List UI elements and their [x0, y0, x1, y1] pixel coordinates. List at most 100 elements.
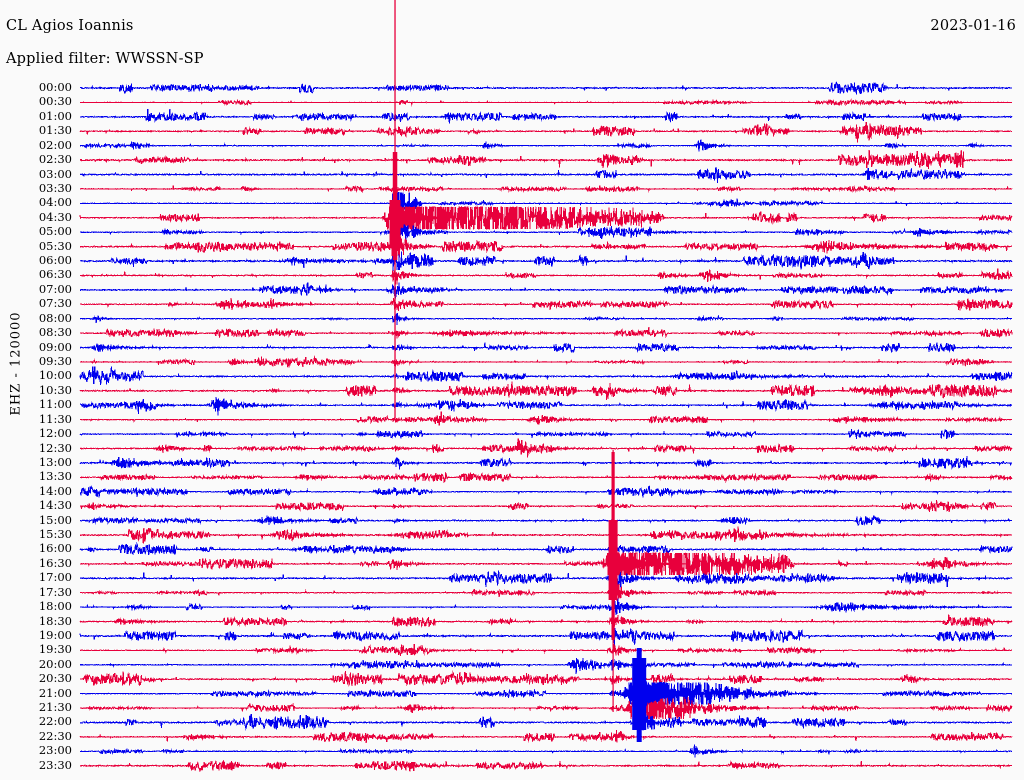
trace-row: [79, 280, 1013, 299]
time-tick-label: 01:00: [38, 108, 72, 123]
event-coda-0430: [398, 205, 456, 231]
time-tick-label: 04:00: [38, 195, 72, 210]
trace-row: [79, 526, 1013, 544]
trace-row: [80, 221, 1013, 244]
time-tick-label: 08:00: [38, 310, 72, 325]
trace-row: [79, 235, 1013, 258]
trace-row: [79, 355, 1013, 368]
trace-row: [79, 185, 1013, 194]
trace-row: [79, 730, 1013, 744]
time-tick-label: 04:30: [38, 209, 72, 224]
page-title: CL Agios Ioannis: [6, 18, 134, 34]
time-tick-label: 17:30: [38, 584, 72, 599]
trace-row: [79, 121, 1013, 143]
trace-row: [79, 167, 1013, 184]
trace-row: [79, 298, 1013, 311]
trace-row: [79, 190, 1013, 215]
time-tick-label: 07:00: [38, 281, 72, 296]
time-tick-label: 03:30: [38, 180, 72, 195]
trace-row: [79, 251, 1013, 271]
trace-row: [79, 98, 1013, 107]
event-coda-2100: [643, 680, 724, 707]
trace-row: [79, 139, 1013, 152]
time-axis-tick-container: 00:00 00:30 01:00 01:30 02:00 02:30 03:00 03:30…: [14, 0, 72, 780]
clipped-event-spike: [389, 200, 401, 248]
time-tick-label: 06:30: [38, 267, 72, 282]
time-tick-label: 00:30: [38, 94, 72, 109]
trace-row: [79, 713, 1013, 732]
trace-row: [80, 696, 1013, 721]
time-tick-label: 18:30: [38, 613, 72, 628]
clipped-event-spike: [608, 520, 618, 600]
trace-row: [79, 108, 1013, 124]
applied-filter-label: Applied filter: WWSSN-SP: [6, 51, 204, 67]
time-tick-label: 13:30: [38, 469, 72, 484]
time-tick-label: 22:30: [38, 728, 72, 743]
time-tick-label: 03:00: [38, 166, 72, 181]
trace-row: [79, 411, 1013, 426]
date-label: 2023-01-16: [930, 18, 1016, 34]
trace-row: [79, 428, 1013, 440]
trace-row: [79, 657, 1013, 674]
trace-row: [79, 312, 1013, 325]
trace-row: [79, 744, 1013, 758]
time-tick-label: 13:00: [38, 454, 72, 469]
time-tick-label: 09:00: [38, 339, 72, 354]
trace-row: [79, 381, 1013, 400]
trace-row: [79, 456, 1013, 470]
time-tick-label: 20:00: [38, 656, 72, 671]
trace-row: [79, 627, 1013, 647]
trace-row: [79, 485, 1013, 498]
time-tick-label: 16:30: [38, 555, 72, 570]
trace-row: [79, 471, 1013, 484]
time-tick-label: 14:30: [38, 498, 72, 513]
time-tick-label: 21:30: [38, 700, 72, 715]
trace-row: [79, 760, 1013, 773]
trace-row: [79, 596, 1013, 616]
time-tick-label: 09:30: [38, 353, 72, 368]
time-tick-label: 11:30: [38, 411, 72, 426]
time-tick-label: 15:00: [38, 512, 72, 527]
time-tick-label: 01:30: [38, 123, 72, 138]
trace-row: [79, 614, 1013, 630]
trace-row: [79, 438, 1013, 458]
time-tick-label: 08:30: [38, 325, 72, 340]
time-tick-label: 17:00: [38, 570, 72, 585]
event-coda-1630: [616, 551, 687, 577]
trace-row: [79, 396, 1013, 416]
trace-row: [79, 681, 1013, 706]
trace-row: [79, 643, 1013, 657]
time-tick-label: 23:30: [38, 757, 72, 772]
trace-row: [79, 581, 1013, 602]
time-tick-label: 16:00: [38, 541, 72, 556]
time-tick-label: 22:00: [38, 714, 72, 729]
trace-row: [79, 550, 1013, 576]
time-tick-label: 20:30: [38, 671, 72, 686]
trace-row: [79, 205, 1013, 230]
trace-row: [79, 567, 1013, 590]
trace-row: [79, 326, 1013, 339]
time-tick-label: 19:00: [38, 627, 72, 642]
trace-row: [79, 670, 1013, 687]
clipped-event-spike: [632, 658, 647, 730]
time-tick-label: 14:00: [38, 483, 72, 498]
time-tick-label: 05:00: [38, 224, 72, 239]
time-tick-label: 02:30: [38, 152, 72, 167]
time-tick-label: 12:30: [38, 440, 72, 455]
time-tick-label: 18:00: [38, 599, 72, 614]
trace-row: [79, 81, 1013, 95]
time-tick-label: 06:00: [38, 253, 72, 268]
time-tick-label: 02:00: [38, 137, 72, 152]
time-tick-label: 21:00: [38, 685, 72, 700]
trace-row: [79, 541, 1013, 556]
trace-row: [79, 268, 1013, 285]
trace-row: [79, 341, 1013, 354]
time-tick-label: 00:00: [38, 80, 72, 94]
time-tick-label: 23:00: [38, 743, 72, 758]
time-tick-label: 10:30: [38, 382, 72, 397]
trace-row: [79, 499, 1013, 513]
trace-row: [79, 514, 1013, 526]
